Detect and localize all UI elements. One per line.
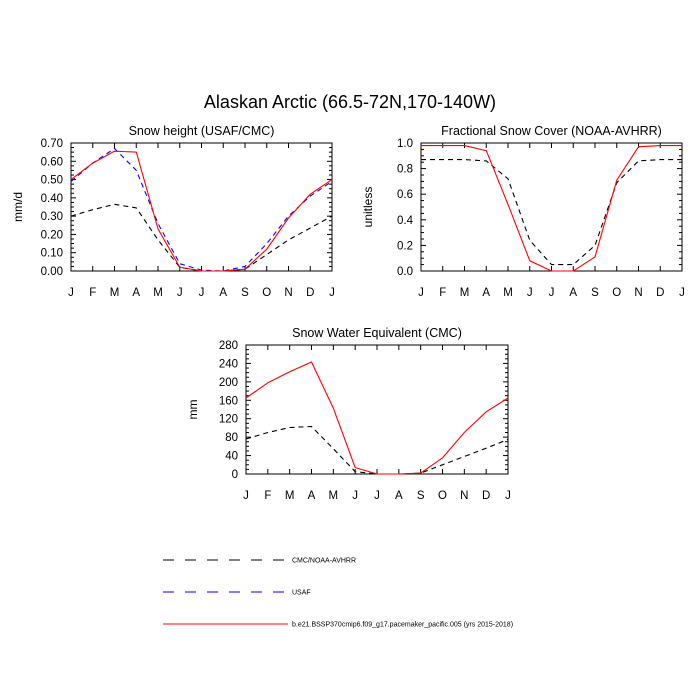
x-tick-label: S xyxy=(591,287,599,299)
x-tick-label: J xyxy=(418,287,424,299)
x-tick-label: M xyxy=(460,287,470,299)
y-tick-label: 0.2 xyxy=(397,240,413,252)
x-tick-label: N xyxy=(460,490,468,502)
plot-frame xyxy=(420,142,683,272)
x-tick-label: J xyxy=(679,287,685,299)
x-tick-label: J xyxy=(352,490,358,502)
x-tick-label: J xyxy=(199,287,205,299)
series-line-cmc-noaa-avhrr xyxy=(245,425,509,475)
panel-title: Snow Water Equivalent (CMC) xyxy=(292,326,462,340)
y-tick-label: 40 xyxy=(225,451,238,463)
plots-group: Snow height (USAF/CMC)mm/d0.000.100.200.… xyxy=(11,124,685,502)
legend-label: b.e21.BSSP370cmip6.f09_g17.pacemaker_pac… xyxy=(292,622,513,629)
x-tick-label: M xyxy=(285,490,295,502)
y-tick-label: 0.50 xyxy=(41,175,63,187)
x-tick-label: J xyxy=(329,287,335,299)
y-tick-label: 0.70 xyxy=(41,138,63,150)
series-line-b-e21-bssp370cmip6-f09-g17-pacemaker-pacific-005 xyxy=(421,145,682,272)
legend-label: CMC/NOAA-AVHRR xyxy=(292,558,356,565)
series-line-b-e21-bssp370cmip6-f09-g17-pacemaker-pacific-005 xyxy=(70,150,333,272)
x-tick-label: J xyxy=(68,287,74,299)
y-tick-label: 0.8 xyxy=(397,164,413,176)
series-line-b-e21-bssp370cmip6-f09-g17-pacemaker-pacific-005 xyxy=(245,361,509,475)
y-tick-label: 0.4 xyxy=(397,215,414,227)
x-tick-label: J xyxy=(505,490,511,502)
x-tick-label: A xyxy=(132,287,140,299)
x-tick-label: O xyxy=(262,287,271,299)
x-tick-label: F xyxy=(89,287,96,299)
series-line-usaf xyxy=(70,147,333,272)
series-line-cmc-noaa-avhrr xyxy=(70,203,333,272)
y-tick-label: 0.0 xyxy=(397,266,413,278)
x-tick-label: D xyxy=(306,287,314,299)
x-tick-label: F xyxy=(439,287,446,299)
series-line-cmc-noaa-avhrr xyxy=(421,159,682,266)
x-tick-label: D xyxy=(482,490,490,502)
panel-title: Snow height (USAF/CMC) xyxy=(129,124,275,138)
y-tick-label: 0.30 xyxy=(41,211,63,223)
y-tick-label: 0.20 xyxy=(41,229,63,241)
y-tick-label: 1.0 xyxy=(397,138,413,150)
x-tick-label: S xyxy=(241,287,249,299)
x-tick-label: O xyxy=(438,490,447,502)
x-tick-label: A xyxy=(482,287,490,299)
x-tick-label: N xyxy=(634,287,642,299)
y-tick-label: 160 xyxy=(219,395,238,407)
y-tick-label: 0.60 xyxy=(41,156,63,168)
x-tick-label: D xyxy=(656,287,664,299)
y-tick-label: 280 xyxy=(219,340,238,352)
chart-fractional-snow-cover: Fractional Snow Cover (NOAA-AVHRR) unitle… xyxy=(361,124,685,299)
y-axis-label: unitless xyxy=(361,187,375,228)
x-tick-label: A xyxy=(569,287,577,299)
y-tick-label: 0.00 xyxy=(41,266,63,278)
x-tick-label: A xyxy=(219,287,227,299)
x-tick-label: A xyxy=(308,490,316,502)
x-tick-label: N xyxy=(284,287,292,299)
y-axis-label: mm xyxy=(186,400,200,420)
legend-item: b.e21.BSSP370cmip6.f09_g17.pacemaker_pac… xyxy=(163,622,513,629)
legend-item: CMC/NOAA-AVHRR xyxy=(163,558,356,565)
y-tick-label: 0.10 xyxy=(41,248,63,260)
legend-item: USAF xyxy=(163,590,311,597)
x-tick-label: S xyxy=(417,490,425,502)
y-tick-label: 200 xyxy=(219,377,238,389)
x-tick-label: O xyxy=(612,287,621,299)
x-tick-label: J xyxy=(374,490,380,502)
x-tick-label: M xyxy=(329,490,339,502)
y-tick-label: 240 xyxy=(219,358,238,370)
plot-frame xyxy=(70,142,333,272)
y-tick-label: 0.40 xyxy=(41,193,63,205)
legend-label: USAF xyxy=(292,590,311,597)
x-tick-label: J xyxy=(527,287,533,299)
y-tick-label: 120 xyxy=(219,414,238,426)
legend: CMC/NOAA-AVHRR USAF b.e21.BSSP370cmip6.f09… xyxy=(163,558,513,629)
panel-title: Fractional Snow Cover (NOAA-AVHRR) xyxy=(441,124,662,138)
x-tick-label: M xyxy=(503,287,513,299)
x-tick-label: M xyxy=(153,287,163,299)
chart-snow-water-equivalent: Snow Water Equivalent (CMC) mm 0 40 80 120 160… xyxy=(186,326,511,502)
y-tick-label: 0.6 xyxy=(397,189,413,201)
y-tick-label: 0 xyxy=(232,469,238,481)
y-tick-label: 80 xyxy=(225,432,238,444)
x-tick-label: J xyxy=(549,287,555,299)
x-tick-label: F xyxy=(264,490,271,502)
x-tick-label: A xyxy=(395,490,403,502)
x-tick-label: J xyxy=(243,490,249,502)
chart-snow-height: Snow height (USAF/CMC) mm/d 0.00 0.10 0.20 0.… xyxy=(11,124,335,299)
y-axis-label: mm/d xyxy=(11,192,25,222)
x-tick-label: M xyxy=(110,287,120,299)
figure-title: Alaskan Arctic (66.5-72N,170-140W) xyxy=(204,92,496,112)
x-tick-label: J xyxy=(177,287,183,299)
